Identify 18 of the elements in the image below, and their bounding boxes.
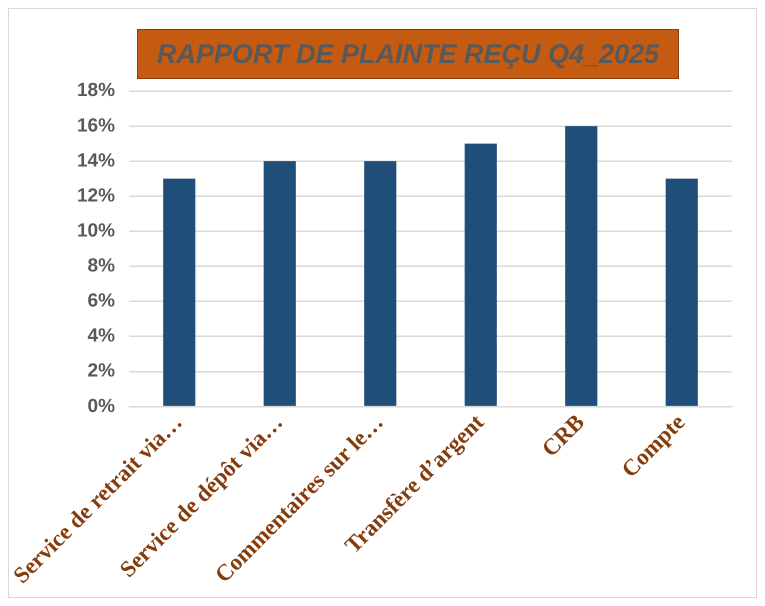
bar (364, 161, 396, 406)
y-tick-label: 10% (76, 220, 116, 242)
bar (264, 161, 296, 406)
y-tick-label: 12% (76, 185, 116, 206)
x-tick-label: CRB (536, 409, 589, 462)
y-tick-label: 14% (76, 150, 116, 172)
bar (565, 126, 598, 406)
y-tick-label: 8% (88, 256, 116, 277)
y-tick-label: 6% (88, 290, 116, 312)
chart-title: RAPPORT DE PLAINTE REÇU Q4_2025 (137, 29, 679, 79)
y-tick-label: 0% (88, 396, 116, 417)
bar (163, 178, 196, 406)
y-tick-label: 4% (88, 326, 116, 347)
y-tick-label: 16% (76, 115, 116, 136)
y-tick-label: 18% (76, 80, 116, 102)
bar (464, 144, 497, 406)
bar (666, 178, 698, 406)
y-tick-label: 2% (88, 360, 116, 382)
